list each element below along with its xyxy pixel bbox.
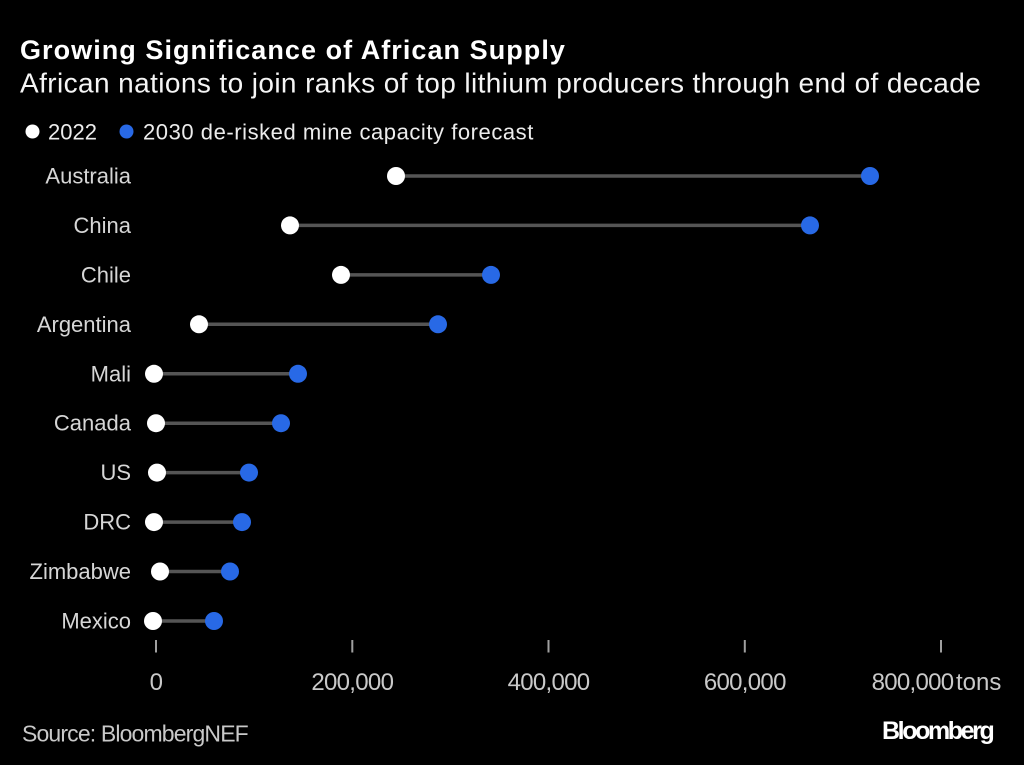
svg-text:Mexico: Mexico xyxy=(61,608,131,633)
svg-text:African nations to join ranks: African nations to join ranks of top lit… xyxy=(20,68,981,99)
svg-text:Zimbabwe: Zimbabwe xyxy=(30,559,131,584)
svg-text:US: US xyxy=(100,460,131,485)
svg-text:Canada: Canada xyxy=(54,411,132,436)
svg-text:2022: 2022 xyxy=(48,120,97,145)
svg-text:Australia: Australia xyxy=(45,164,131,189)
svg-text:2030 de-risked mine capacity f: 2030 de-risked mine capacity forecast xyxy=(143,120,534,145)
svg-text:Growing Significance of Africa: Growing Significance of African Supply xyxy=(20,35,566,65)
svg-text:Bloomberg: Bloomberg xyxy=(882,717,993,745)
svg-text:tons: tons xyxy=(956,669,1001,696)
svg-text:Chile: Chile xyxy=(81,262,131,287)
svg-text:DRC: DRC xyxy=(83,510,131,535)
svg-text:Argentina: Argentina xyxy=(37,312,132,337)
svg-text:China: China xyxy=(74,213,132,238)
svg-text:600,000: 600,000 xyxy=(704,669,786,696)
svg-text:200,000: 200,000 xyxy=(311,669,393,696)
svg-text:0: 0 xyxy=(150,669,163,696)
svg-text:800,000: 800,000 xyxy=(872,669,954,696)
svg-text:Source: BloombergNEF: Source: BloombergNEF xyxy=(22,721,249,747)
svg-text:400,000: 400,000 xyxy=(508,669,590,696)
svg-text:Mali: Mali xyxy=(91,361,131,386)
